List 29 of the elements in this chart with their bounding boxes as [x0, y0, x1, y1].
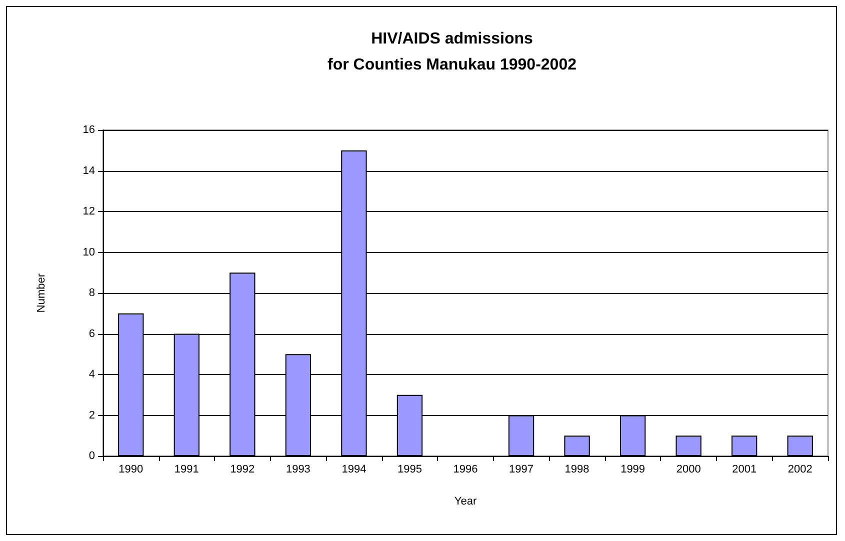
y-tick-label: 10	[82, 246, 95, 258]
x-tick-label: 1993	[286, 464, 310, 476]
x-tick-label: 1992	[230, 464, 255, 476]
bar	[732, 436, 758, 456]
bar	[787, 436, 813, 456]
bar	[564, 436, 590, 456]
y-tick-label: 4	[88, 368, 95, 380]
x-tick-label: 2000	[676, 464, 701, 476]
x-tick-label: 1995	[397, 464, 422, 476]
chart-title: HIV/AIDS admissions for Counties Manukau 1990-2002	[328, 30, 577, 74]
y-axis-title: Number	[36, 273, 48, 313]
y-tick-label: 16	[82, 124, 95, 136]
x-tick-label: 2002	[788, 464, 812, 476]
x-tick-label: 1996	[453, 464, 478, 476]
x-tick-label: 1990	[118, 464, 144, 476]
y-tick-label: 14	[82, 164, 95, 177]
x-axis-title: Year	[454, 496, 477, 508]
x-tick-label: 1991	[174, 464, 199, 476]
x-tick-label: 1997	[509, 464, 534, 476]
bar	[676, 436, 702, 456]
y-tick-label: 8	[88, 287, 95, 299]
y-tick-label: 0	[88, 450, 95, 462]
x-tick-label: 2001	[732, 464, 757, 476]
y-tick-label: 6	[88, 328, 95, 340]
x-tick-label: 1998	[564, 464, 590, 476]
y-tick-label: 12	[82, 206, 95, 218]
x-tick-label: 1994	[342, 464, 366, 476]
x-tick-label: 1999	[620, 464, 646, 476]
y-tick-label: 2	[88, 409, 95, 422]
